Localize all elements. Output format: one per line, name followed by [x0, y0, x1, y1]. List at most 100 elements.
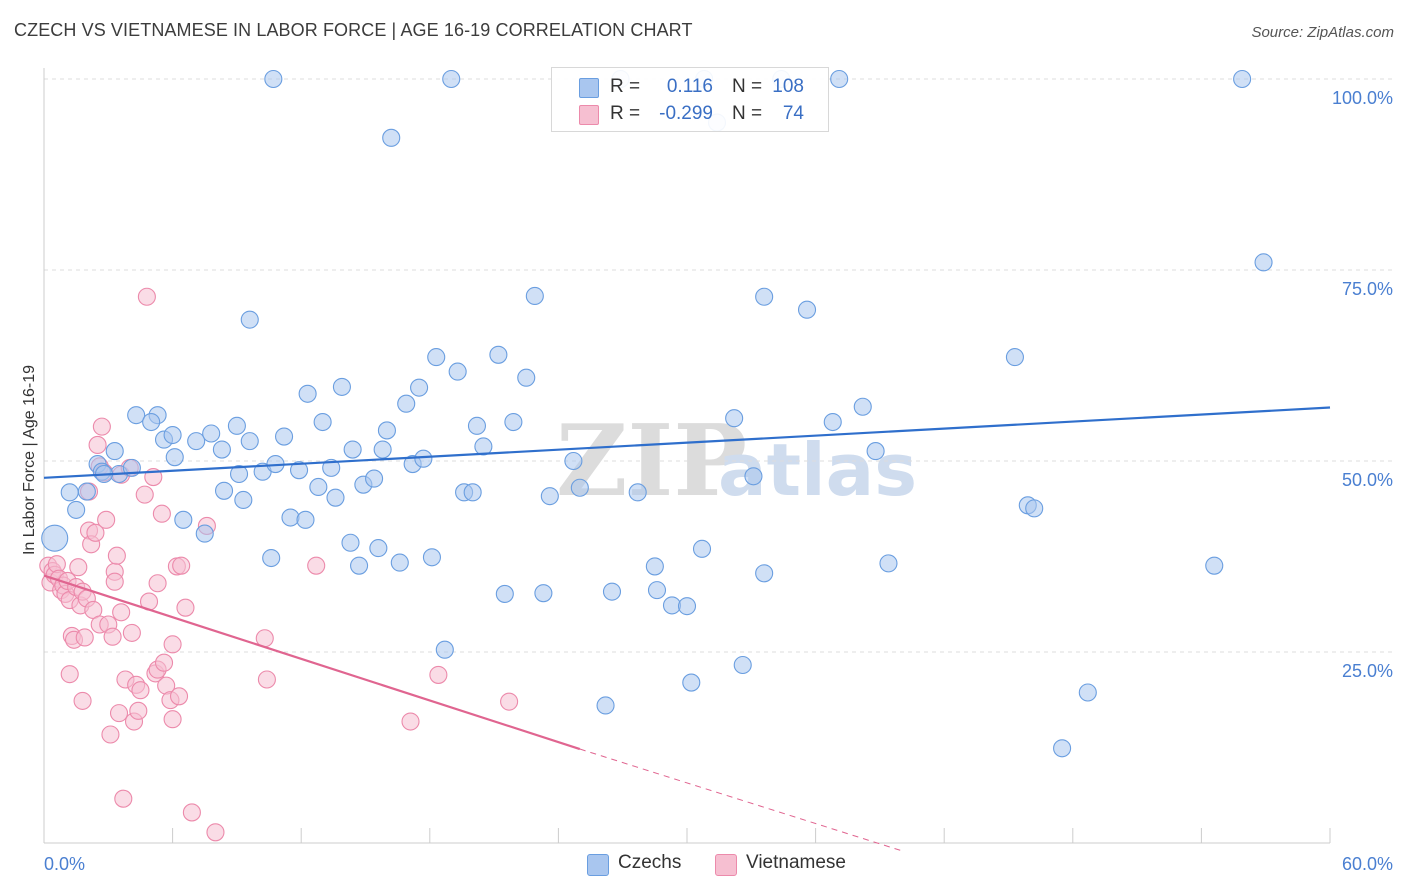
czech-point	[677, 597, 697, 616]
czech-point	[662, 596, 682, 615]
czech-point	[229, 464, 249, 484]
y-tick-label: 50.0%	[1342, 470, 1393, 490]
vietnamese-point	[75, 628, 94, 647]
vietnamese-point	[86, 523, 105, 542]
czech-point	[435, 640, 454, 659]
vietnamese-point	[206, 823, 225, 842]
czech-point	[682, 673, 701, 692]
series-vietnamese	[39, 287, 519, 842]
vietnamese-point	[163, 710, 182, 729]
czech-point	[341, 533, 360, 552]
czech-point	[41, 524, 69, 552]
vietnamese-point	[114, 789, 133, 808]
czech-point	[264, 69, 283, 89]
czech-point	[240, 310, 259, 329]
czech-point	[202, 424, 221, 443]
vietnamese-point	[148, 574, 167, 593]
czech-point	[647, 581, 667, 600]
vietnamese-point	[169, 687, 189, 706]
czech-point	[343, 440, 362, 459]
czechs-legend-swatch	[587, 854, 609, 876]
vietnamese-point	[401, 712, 420, 731]
vietnamese-point	[69, 558, 88, 577]
n-label: N =	[732, 103, 763, 124]
czech-point	[504, 412, 523, 432]
czechs-n-value: 108	[772, 76, 804, 97]
vietnamese-trend-line	[43, 574, 581, 751]
czech-point	[369, 539, 388, 558]
vietnamese-point	[176, 598, 195, 617]
czech-point	[390, 553, 409, 572]
vietnamese-point	[429, 665, 448, 684]
czech-point	[296, 510, 315, 529]
vietnamese-swatch	[579, 105, 599, 125]
vietnamese-legend-label: Vietnamese	[746, 852, 846, 873]
czech-point	[879, 554, 898, 573]
czech-point	[350, 556, 369, 575]
czech-point	[1233, 69, 1252, 89]
vietnamese-point	[172, 556, 191, 575]
czech-point	[165, 448, 184, 467]
czech-point	[212, 440, 231, 459]
vietnamese-point	[122, 623, 141, 642]
czech-point	[262, 548, 281, 568]
czech-point	[174, 510, 193, 529]
czech-point	[290, 461, 309, 480]
czech-point	[234, 490, 253, 510]
czech-point	[1053, 739, 1072, 758]
czech-point	[602, 582, 622, 601]
x-tick-label-max: 60.0%	[1342, 854, 1393, 874]
chart-title: CZECH VS VIETNAMESE IN LABOR FORCE | AGE…	[14, 20, 693, 40]
czech-point	[377, 421, 396, 440]
czech-point	[281, 508, 300, 527]
vietnamese-point	[137, 287, 156, 306]
series-czechs	[41, 69, 1273, 758]
czech-point	[195, 524, 214, 543]
czech-point	[489, 345, 508, 364]
czech-point	[365, 469, 384, 488]
czech-point	[797, 300, 817, 319]
vietnamese-point	[307, 556, 326, 575]
czech-point	[823, 412, 842, 432]
czech-point	[517, 368, 536, 387]
czech-point	[866, 442, 885, 461]
vietnamese-point	[60, 665, 79, 684]
czech-point	[725, 409, 744, 428]
czech-point	[564, 451, 583, 471]
czech-point	[298, 384, 317, 403]
czech-point	[322, 458, 341, 477]
vietnamese-point	[257, 670, 276, 689]
czech-point	[60, 483, 79, 502]
source-label: Source: ZipAtlas.com	[1251, 24, 1394, 41]
x-tick-label-min: 0.0%	[44, 854, 85, 874]
czech-point	[77, 482, 96, 501]
y-tick-label: 25.0%	[1342, 661, 1393, 681]
trend-lines	[43, 406, 1331, 852]
r-label: R =	[610, 103, 641, 124]
czech-point	[1005, 348, 1024, 367]
czech-point	[744, 467, 763, 486]
vietnamese-r-value: -0.299	[659, 103, 713, 124]
czech-point	[463, 483, 482, 502]
vietnamese-point	[105, 572, 124, 591]
vietnamese-n-value: 74	[782, 103, 804, 124]
czech-point	[692, 539, 712, 558]
czech-point	[534, 584, 553, 603]
vietnamese-point	[500, 692, 519, 711]
vietnamese-point	[88, 435, 107, 455]
czech-point	[373, 440, 392, 459]
czech-point	[427, 348, 446, 367]
vietnamese-point	[103, 627, 122, 646]
czechs-trend-line	[43, 406, 1331, 479]
czech-point	[127, 406, 146, 425]
czech-point	[187, 432, 206, 451]
stats-legend: R = 0.116 N = 108 R = -0.299 N = 74	[551, 67, 829, 132]
czech-point	[227, 416, 246, 435]
vietnamese-point	[92, 417, 111, 436]
czech-point	[163, 425, 182, 445]
vietnamese-point	[129, 701, 148, 720]
legend-row-vietnamese: R = -0.299 N = 74	[552, 100, 828, 128]
czech-point	[448, 362, 467, 381]
czech-point	[332, 377, 351, 396]
